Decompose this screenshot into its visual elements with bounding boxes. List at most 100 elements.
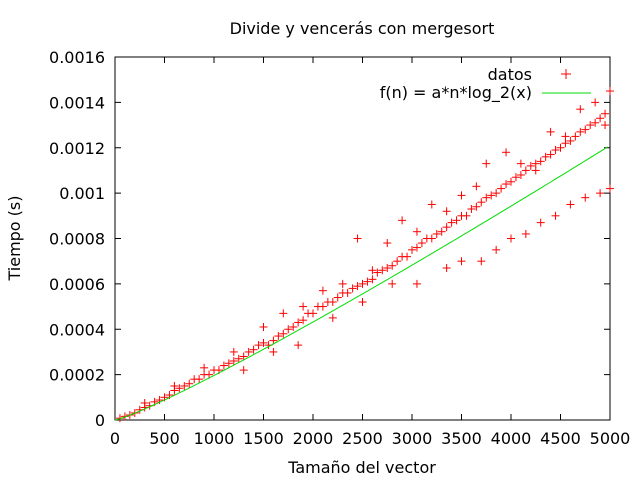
data-point [511,173,520,182]
data-point [601,109,610,118]
data-point [333,293,342,302]
y-tick-label: 0.0012 [49,139,105,158]
y-tick-label: 0.001 [59,184,105,203]
data-point [244,347,253,356]
data-point [596,189,605,198]
data-point [492,189,501,198]
data-point [195,375,204,384]
chart-title: Divide y vencerás con mergesort [230,19,495,38]
data-point [393,257,402,266]
plot-frame [114,56,611,421]
data-point [343,288,352,297]
data-point [309,309,317,318]
data-point [219,361,228,370]
data-point [576,105,585,114]
data-point [373,268,382,277]
x-tick-label: 2000 [293,429,334,448]
data-point [408,245,416,254]
data-point [556,143,565,152]
data-point [551,146,560,155]
data-point [403,252,412,261]
y-tick-label: 0.0004 [49,320,105,339]
data-point [462,211,471,220]
data-point [269,336,278,345]
x-tick-label: 3500 [441,429,482,448]
data-point [279,329,288,338]
data-point [170,381,179,390]
y-axis-ticks: 0 0.0002 0.0004 0.0006 0.0008 0.001 0.0012 0.00… [49,48,610,430]
data-point [229,357,238,366]
data-point [412,279,421,288]
data-point [299,316,308,325]
data-point [358,279,367,288]
data-point [581,193,590,202]
y-axis-label: Tiempo (s) [5,195,24,281]
data-point [224,359,233,368]
data-point [294,318,303,327]
data-point [606,184,614,193]
data-point [606,87,614,96]
data-point [185,379,194,388]
data-point [274,332,283,341]
data-point [432,229,441,238]
data-point [526,161,535,170]
data-point [561,132,570,141]
data-point [586,121,595,130]
data-point [591,98,600,107]
data-point [452,216,461,225]
x-tick-label: 4000 [491,429,532,448]
data-point [328,298,337,307]
data-point [353,282,362,291]
data-point [259,338,268,347]
data-point [239,352,248,361]
data-point [229,347,238,356]
data-point [388,261,397,270]
data-point [200,363,209,372]
y-tick-label: 0.0014 [49,93,105,112]
data-point [581,125,590,134]
data-point [566,200,575,209]
data-point [516,170,525,179]
data-point [338,279,347,288]
y-tick-label: 0.0006 [49,275,105,294]
data-point [521,166,530,175]
data-point [254,341,263,350]
data-point [205,370,214,379]
series-datos [115,87,614,423]
series-fit-line [114,146,608,421]
data-point [388,279,397,288]
data-point [472,202,481,211]
data-point [546,150,555,159]
data-point [566,136,575,145]
data-point [259,322,268,331]
data-point [551,211,560,220]
x-axis-ticks: 0 500 1000 1500 2000 2500 3000 3500 4000 4500 5000 [110,57,630,448]
data-point [299,302,308,311]
y-tick-label: 0.0002 [49,366,105,385]
x-tick-label: 4500 [540,429,581,448]
data-point [487,191,496,200]
data-point [561,139,570,148]
data-point [482,193,491,202]
data-point [318,302,327,311]
data-point [239,366,248,375]
x-tick-label: 3000 [392,429,433,448]
data-point [234,354,243,363]
data-point [596,114,605,123]
data-point [412,227,421,236]
x-tick-label: 500 [149,429,180,448]
data-point [249,345,258,354]
data-point [442,207,451,216]
data-point [536,218,545,227]
data-point [383,263,392,272]
data-point [521,229,530,238]
data-point [531,159,540,168]
data-point [437,227,446,236]
data-point [398,216,407,225]
data-point [378,266,387,275]
legend: datos f(n) = a*n*log_2(x) [380,65,591,103]
data-point [601,121,610,130]
data-point [502,180,511,189]
data-point [507,177,515,186]
x-tick-label: 2500 [342,429,383,448]
